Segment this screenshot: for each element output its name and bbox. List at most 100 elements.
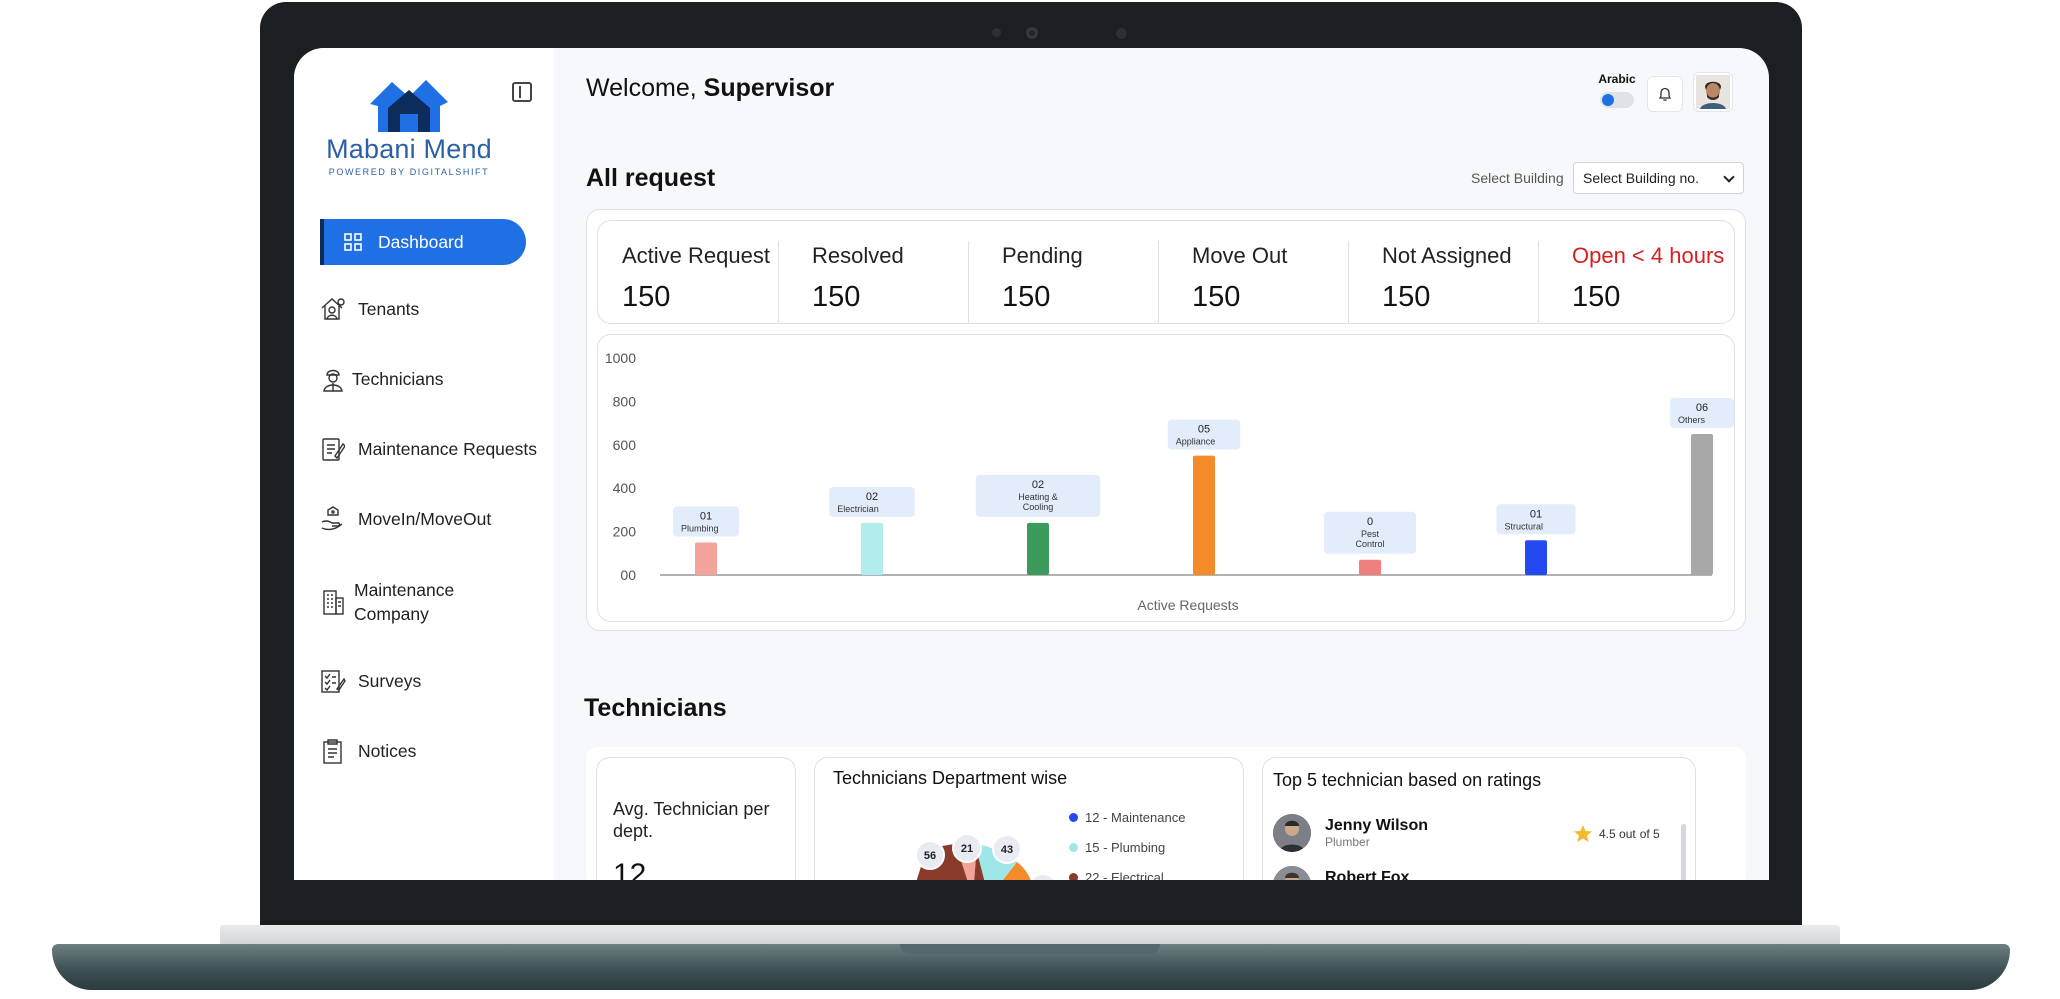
bar-category-label: Control (1355, 539, 1384, 549)
camera-sensor-icon (992, 28, 1001, 37)
stat-not-assigned[interactable]: Not Assigned 150 (1382, 243, 1512, 317)
sidebar-item-surveys[interactable]: Surveys (320, 668, 421, 694)
sidebar: Mabani Mend POWERED BY DIGITALSHIFT Dash… (294, 48, 554, 880)
legend-label: 12 - Maintenance (1085, 810, 1186, 825)
sidebar-item-label: Dashboard (378, 231, 464, 252)
technician-avatar (1273, 814, 1311, 852)
notifications-button[interactable] (1647, 76, 1683, 112)
bar-callout (1324, 511, 1416, 554)
y-tick-label: 1000 (605, 350, 636, 366)
laptop-keyboard-deck (220, 925, 1840, 947)
bar-plumbing (695, 542, 717, 575)
all-request-title: All request (586, 164, 716, 192)
department-pie-chart: 56 21 43 45 (915, 833, 1055, 880)
bar-category-label: Pest (1361, 529, 1380, 539)
technician-avatar (1273, 866, 1311, 880)
bar-category-label: Electrician (837, 504, 879, 514)
collapse-sidebar-icon[interactable] (512, 82, 532, 102)
maintenance-request-icon (320, 436, 346, 462)
bar-count-label: 01 (700, 510, 712, 522)
top-technicians-card: Top 5 technician based on ratings Jenny … (1262, 757, 1696, 880)
stat-value: 150 (1382, 281, 1431, 313)
brand-tagline: POWERED BY DIGITALSHIFT (328, 167, 490, 177)
bar-count-label: 06 (1696, 402, 1708, 414)
sidebar-item-technicians[interactable]: Technicians (320, 366, 443, 392)
bar-appliance (1193, 455, 1215, 575)
sidebar-item-movein-moveout[interactable]: MoveIn/MoveOut (320, 506, 491, 532)
bar-category-label: Appliance (1176, 437, 1216, 447)
list-scrollbar[interactable] (1681, 824, 1686, 880)
sidebar-item-label: Maintenance Requests (358, 438, 537, 459)
active-requests-chart: 00 200 400 600 800 1000 Active Requests 01 Plumb… (597, 334, 1735, 622)
svg-text:21: 21 (961, 843, 973, 855)
bar-count-label: 02 (866, 491, 878, 503)
building-select-value: Select Building no. (1583, 170, 1699, 186)
welcome-prefix: Welcome, (586, 74, 697, 102)
bar-category-label: Plumbing (681, 523, 719, 533)
sidebar-item-dashboard[interactable]: Dashboard (320, 219, 526, 265)
sidebar-item-tenants[interactable]: Tenants (320, 296, 419, 322)
language-switch[interactable]: Arabic (1596, 72, 1638, 108)
legend-label: 15 - Plumbing (1085, 840, 1166, 855)
bar-callout (1670, 397, 1734, 428)
stat-move-out[interactable]: Move Out 150 (1192, 243, 1287, 317)
bar-category-label: Structural (1505, 521, 1544, 531)
chevron-down-icon (1723, 171, 1735, 183)
dept-bubble: 45 (1030, 873, 1055, 880)
legend-label: 22 - Electrical (1085, 870, 1164, 880)
sidebar-item-label: Maintenance Company (354, 580, 455, 624)
bar-structural (1525, 540, 1547, 575)
bar-count-label: 05 (1198, 424, 1210, 436)
legend-dot-icon (1069, 813, 1078, 822)
bar-heating-cooling (1027, 522, 1049, 575)
house-logo-icon (370, 80, 448, 132)
sidebar-item-label: Tenants (358, 298, 420, 319)
avg-technician-card: Avg. Technician per dept. 12 (596, 757, 796, 880)
stat-value: 150 (1192, 281, 1241, 313)
sidebar-item-maintenance-requests[interactable]: Maintenance Requests (320, 436, 537, 462)
stat-value: 150 (1002, 281, 1051, 313)
language-label: Arabic (1598, 72, 1636, 86)
stat-open-under-4-hours[interactable]: Open < 4 hours 150 (1572, 243, 1724, 317)
sidebar-item-label: Surveys (358, 670, 422, 691)
divider (968, 241, 969, 323)
select-building-label: Select Building (1471, 170, 1564, 186)
stat-value: 150 (812, 281, 861, 313)
notice-document-icon (320, 738, 346, 764)
dept-bubble: 43 (992, 834, 1022, 864)
star-icon (1574, 825, 1592, 842)
bar-callout (1496, 504, 1576, 535)
bar-count-label: 01 (1530, 508, 1542, 520)
bar-callout (673, 506, 739, 537)
language-toggle[interactable] (1600, 92, 1634, 108)
bar-category-label: Others (1678, 415, 1706, 425)
y-tick-label: 600 (613, 437, 637, 453)
user-avatar[interactable] (1693, 72, 1733, 112)
technician-row[interactable]: Robert Fox Electrician (1273, 866, 1409, 880)
bar-callout (829, 486, 915, 517)
stat-pending[interactable]: Pending 150 (1002, 243, 1083, 317)
page-title: Welcome, Supervisor (586, 74, 834, 103)
divider (778, 241, 779, 323)
laptop-notch (900, 944, 1160, 954)
divider (1538, 241, 1539, 323)
building-select[interactable]: Select Building no. (1573, 162, 1744, 194)
technician-row[interactable]: Jenny Wilson Plumber (1273, 814, 1428, 852)
sidebar-item-label: MoveIn/MoveOut (358, 508, 492, 529)
stat-active-request[interactable]: Active Request 150 (622, 243, 770, 317)
camera-light-icon (1116, 28, 1127, 39)
technician-worker-icon (320, 366, 346, 392)
bell-icon (1658, 87, 1672, 101)
avg-technician-label: Avg. Technician per dept. (613, 799, 770, 841)
sidebar-item-notices[interactable]: Notices (320, 738, 416, 764)
brand-logo[interactable]: Mabani Mend POWERED BY DIGITALSHIFT (324, 76, 494, 177)
sidebar-item-maintenance-company[interactable]: Maintenance Company (320, 578, 464, 626)
rating-value: 4.5 out (1599, 827, 1636, 841)
survey-checklist-icon (320, 668, 346, 694)
stat-label: Not Assigned (1382, 243, 1512, 268)
legend-item: 15 - Plumbing (1069, 840, 1165, 855)
stat-label: Active Request (622, 243, 770, 268)
stat-resolved[interactable]: Resolved 150 (812, 243, 904, 317)
dept-bubble: 56 (915, 840, 945, 870)
